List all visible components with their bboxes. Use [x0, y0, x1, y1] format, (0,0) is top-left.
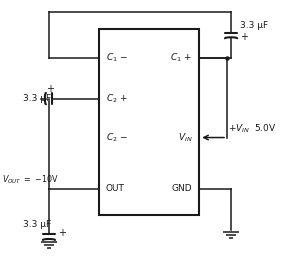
- Text: +: +: [58, 228, 66, 238]
- Text: 3.3 μF: 3.3 μF: [23, 94, 51, 103]
- Bar: [99, 29, 199, 214]
- Text: $C_2$ $+$: $C_2$ $+$: [106, 92, 127, 105]
- Text: +: +: [46, 84, 54, 94]
- Text: 3.3 μF: 3.3 μF: [23, 220, 51, 229]
- Text: $C_1$ $-$: $C_1$ $-$: [106, 52, 127, 64]
- Text: 3.3 μF: 3.3 μF: [240, 21, 268, 30]
- Text: OUT: OUT: [106, 184, 124, 193]
- Text: $V_{OUT}$ $=$ $-$10V: $V_{OUT}$ $=$ $-$10V: [2, 174, 59, 186]
- Text: $V_{IN}$: $V_{IN}$: [178, 131, 193, 144]
- Text: $+V_{IN}$  5.0V: $+V_{IN}$ 5.0V: [228, 122, 277, 135]
- Text: +: +: [240, 32, 248, 42]
- Text: $C_2$ $-$: $C_2$ $-$: [106, 131, 127, 144]
- Text: GND: GND: [172, 184, 193, 193]
- Text: $C_1$ $+$: $C_1$ $+$: [170, 52, 193, 64]
